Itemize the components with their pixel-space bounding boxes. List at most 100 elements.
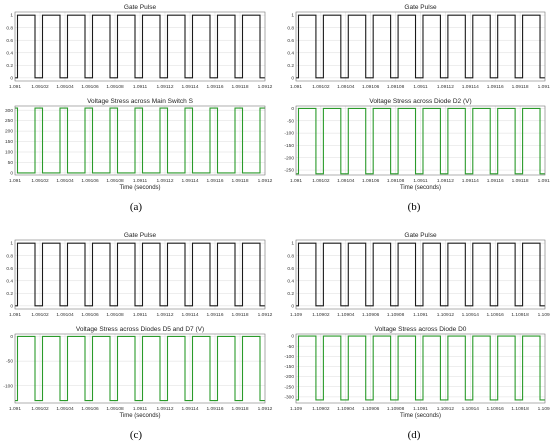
x-tick-label: 1.0912 <box>538 178 550 184</box>
plot-frame <box>295 105 546 176</box>
x-tick-label: 1.0911 <box>133 178 148 184</box>
x-tick-label: 1.09102 <box>31 178 49 184</box>
x-tick-label: 1.09106 <box>362 84 380 90</box>
x-axis-label: Time (seconds) <box>400 185 441 191</box>
x-tick-label: 1.09118 <box>512 178 529 184</box>
chart-panel-2: Voltage Stress across Main Switch S 1.091… <box>5 98 273 191</box>
chart-title: Gate Pulse <box>124 4 157 11</box>
y-tick-label: 0 <box>291 334 294 340</box>
waveform-series <box>296 14 545 79</box>
chart-panel-6: Voltage Stress across Diodes D5 and D7 (… <box>3 326 272 419</box>
x-tick-label: 1.10918 <box>511 406 529 412</box>
plot-frame <box>295 11 546 82</box>
y-tick-label: -100 <box>284 354 294 360</box>
chart-panel-3: Gate Pulse 1.091 1.09102 1.09104 1.09106 1.09… <box>287 4 550 90</box>
x-tick-label: 1.091 <box>9 84 21 90</box>
x-tick-label: 1.09114 <box>182 84 199 90</box>
y-tick-label: 0.8 <box>6 25 13 31</box>
y-tick-label: -50 <box>287 344 294 350</box>
y-tick-label: 0.8 <box>6 253 13 259</box>
x-axis-label: Time (seconds) <box>119 413 160 419</box>
x-tick-label: 1.10904 <box>337 406 355 412</box>
x-tick-label: 1.09104 <box>56 312 74 318</box>
chart-title: Gate Pulse <box>404 4 437 11</box>
y-tick-label: -150 <box>284 143 294 149</box>
x-tick-label: 1.10906 <box>362 406 380 412</box>
x-tick-label: 1.09106 <box>81 178 99 184</box>
x-tick-label: 1.10902 <box>312 312 330 318</box>
y-tick-label: 0 <box>291 106 294 112</box>
x-tick-label: 1.09114 <box>462 178 479 184</box>
x-tick-label: 1.1092 <box>538 312 550 318</box>
chart-panel-5: Gate Pulse 1.091 1.09102 1.09104 1.09106 1.09… <box>6 232 272 318</box>
waveform-series <box>15 14 265 79</box>
x-tick-label: 1.09112 <box>157 84 174 90</box>
x-tick-label: 1.10902 <box>312 406 330 412</box>
x-tick-label: 1.09114 <box>182 312 199 318</box>
y-tick-label: 1 <box>291 13 294 19</box>
y-tick-label: 0.8 <box>287 25 294 31</box>
chart-title: Voltage Stress across Main Switch S <box>87 98 194 105</box>
x-tick-label: 1.09116 <box>207 312 224 318</box>
x-tick-label: 1.10916 <box>487 312 505 318</box>
plot-frame <box>14 239 266 310</box>
y-tick-label: 200 <box>5 129 13 135</box>
x-tick-label: 1.09104 <box>337 178 355 184</box>
x-tick-label: 1.09104 <box>56 178 74 184</box>
x-tick-label: 1.10914 <box>462 406 480 412</box>
x-tick-label: 1.1092 <box>538 406 550 412</box>
y-tick-label: 0.2 <box>287 291 294 297</box>
y-tick-label: -100 <box>284 131 294 137</box>
x-tick-label: 1.09102 <box>312 178 330 184</box>
x-tick-label: 1.09112 <box>157 406 174 412</box>
x-tick-label: 1.0911 <box>413 84 428 90</box>
x-tick-label: 1.109 <box>290 312 302 318</box>
x-tick-label: 1.091 <box>290 84 302 90</box>
y-tick-label: 0.2 <box>287 63 294 69</box>
chart-title: Voltage Stress across Diodes D5 and D7 (… <box>76 326 204 333</box>
y-tick-label: 0 <box>10 334 13 340</box>
panel-caption-b: (b) <box>407 201 421 213</box>
y-tick-label: 0.6 <box>287 266 294 272</box>
y-tick-label: 50 <box>8 160 14 166</box>
y-tick-label: 0 <box>291 303 294 309</box>
y-tick-label: 0.4 <box>287 278 294 284</box>
chart-panel-8: Voltage Stress across Diode D0 1.109 1.109… <box>284 326 550 419</box>
x-tick-label: 1.09108 <box>106 84 124 90</box>
y-tick-label: 1 <box>291 241 294 247</box>
x-tick-label: 1.09106 <box>81 84 99 90</box>
x-tick-label: 1.09118 <box>232 312 249 318</box>
x-tick-label: 1.09104 <box>56 84 74 90</box>
x-tick-label: 1.09102 <box>31 312 49 318</box>
x-tick-label: 1.09118 <box>232 84 249 90</box>
x-tick-label: 1.0912 <box>538 84 550 90</box>
panel-caption-d: (d) <box>407 429 421 441</box>
x-tick-label: 1.1091 <box>413 406 428 412</box>
y-tick-label: -200 <box>284 374 294 380</box>
plot-frame <box>14 11 266 82</box>
x-tick-label: 1.09102 <box>31 406 49 412</box>
x-axis-label: Time (seconds) <box>400 413 441 419</box>
panel-caption-a: (a) <box>129 201 143 213</box>
x-tick-label: 1.09112 <box>437 84 454 90</box>
x-tick-label: 1.10916 <box>487 406 505 412</box>
y-tick-label: 150 <box>5 139 13 145</box>
x-tick-label: 1.09112 <box>157 178 174 184</box>
plot-frame <box>295 333 546 404</box>
x-tick-label: 1.10906 <box>362 312 380 318</box>
plot-frame <box>295 239 546 310</box>
x-tick-label: 1.09118 <box>232 178 249 184</box>
x-tick-label: 1.091 <box>290 178 302 184</box>
waveform-series <box>15 242 265 307</box>
x-tick-label: 1.09104 <box>56 406 74 412</box>
x-tick-label: 1.09106 <box>81 312 99 318</box>
x-tick-label: 1.09116 <box>487 178 504 184</box>
y-tick-label: -250 <box>284 384 294 390</box>
x-tick-label: 1.0912 <box>258 406 273 412</box>
x-tick-label: 1.09106 <box>362 178 380 184</box>
x-tick-label: 1.09118 <box>512 84 529 90</box>
x-tick-label: 1.09116 <box>487 84 504 90</box>
x-tick-label: 1.09112 <box>157 312 174 318</box>
x-tick-label: 1.10912 <box>437 312 455 318</box>
